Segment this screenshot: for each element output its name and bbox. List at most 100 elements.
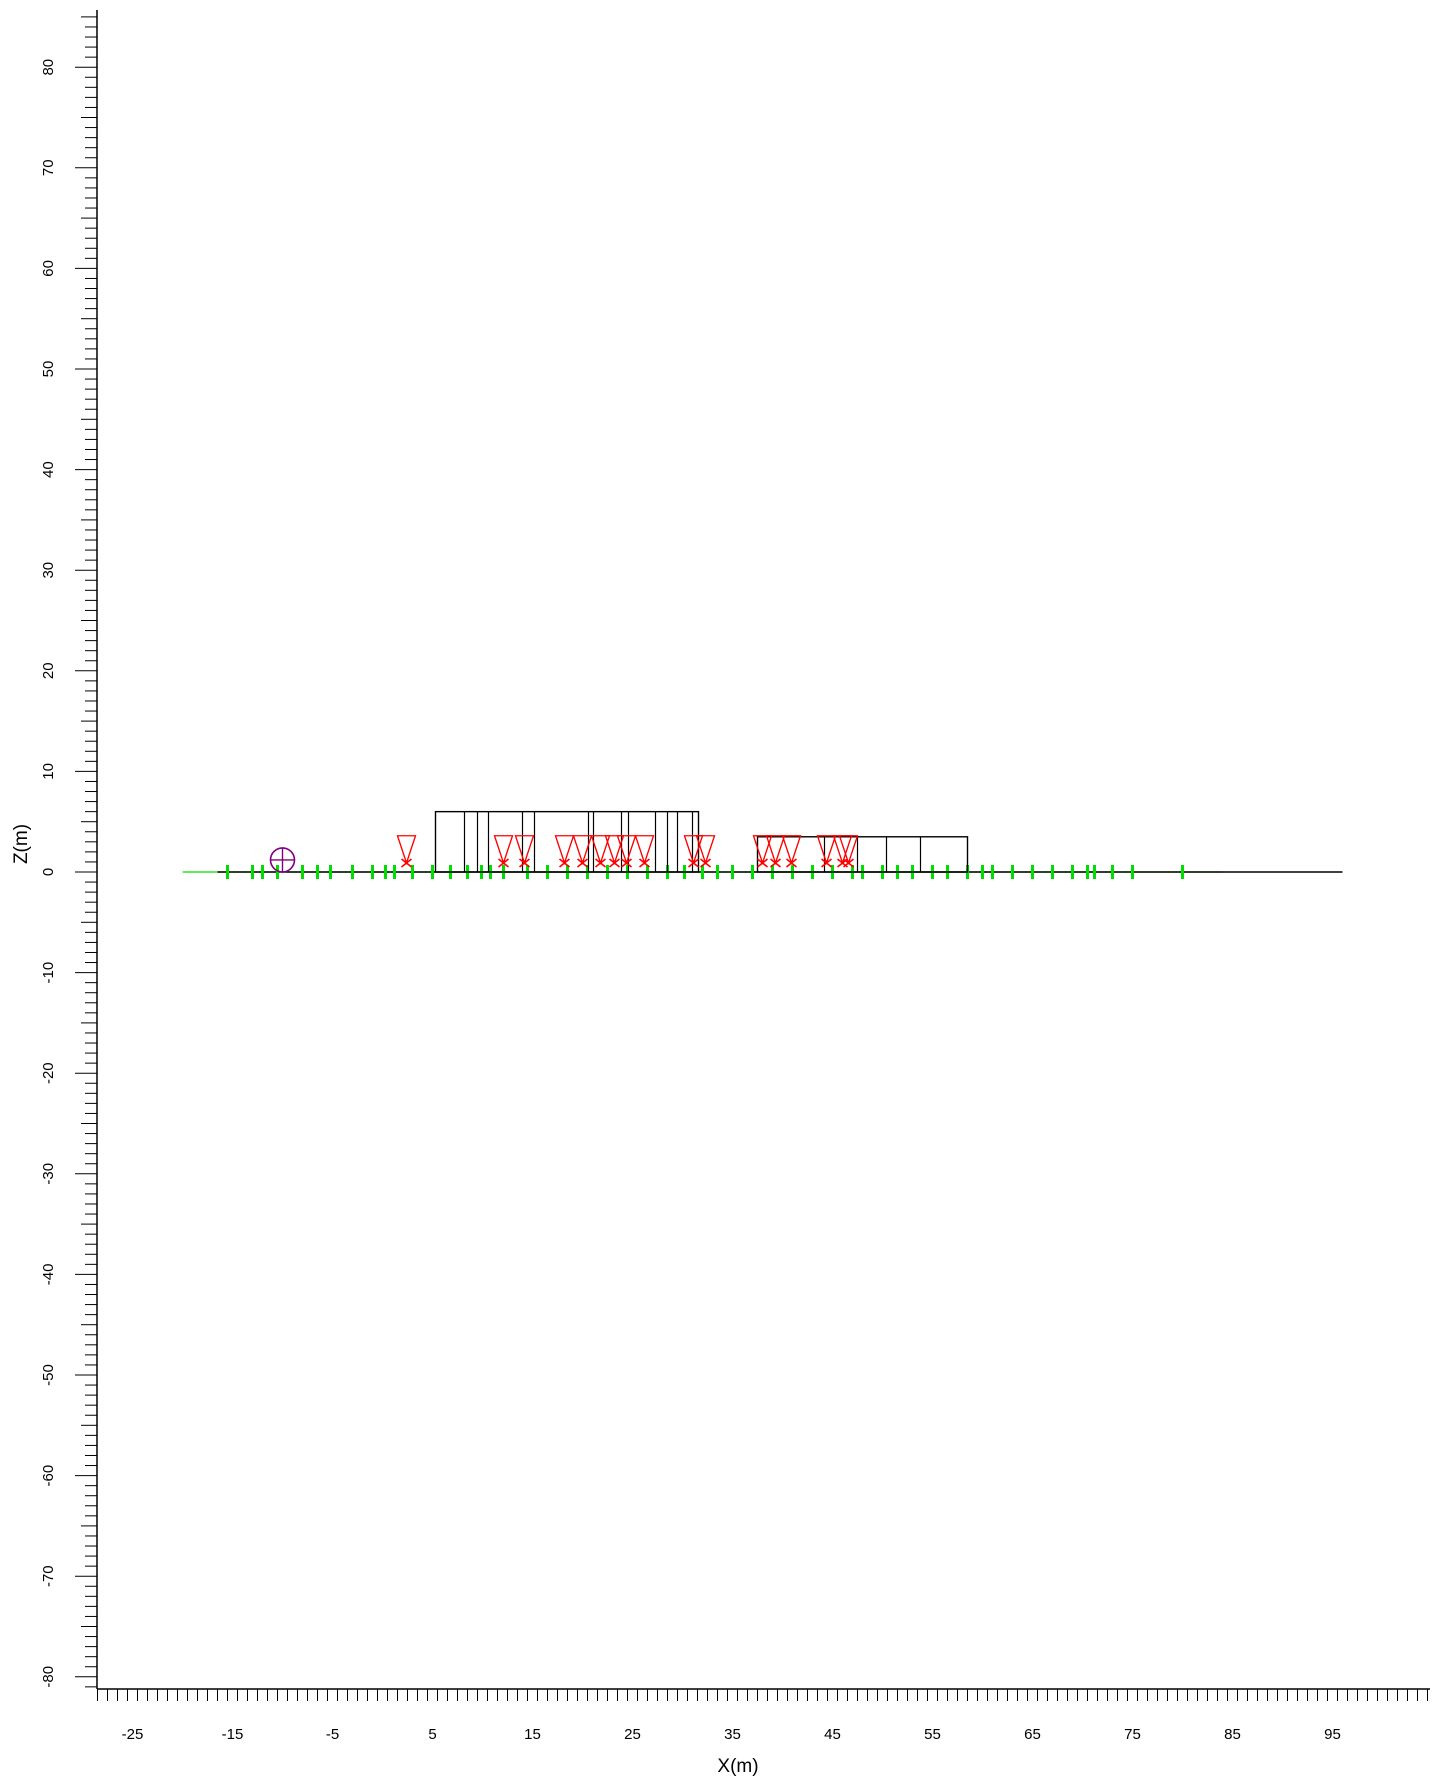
source-marker [396,835,417,868]
sources-layer [396,835,859,868]
source-cross [595,858,606,868]
source-cross [498,858,509,868]
y-tick-label: 80 [40,59,57,76]
source-ray [605,835,615,864]
ground-marker [701,865,704,879]
ground-marker [384,865,387,879]
x-axis: -25 -15 -5 5 15 25 35 45 55 65 75 85 95 [97,1688,1430,1743]
source-cross [786,858,797,868]
ground-marker [1131,865,1134,879]
y-axis: 80 70 60 50 40 30 20 10 0 -10 -20 -30 -40 -50 -60 -70 -8… [40,10,98,1689]
source-marker [554,835,575,868]
y-axis-title: Z(m) [11,824,32,864]
source-ray [406,835,416,864]
source-cross [559,858,570,868]
ground-marker [1031,865,1034,879]
source-funnel [695,835,716,866]
source-funnel [752,835,773,866]
x-tick-label: 45 [824,1726,841,1743]
source-ray [762,835,772,864]
source-marker [493,835,514,868]
source-cross [821,858,832,868]
source-ray [766,835,776,864]
source-marker [816,835,837,868]
y-tick-label: 0 [40,868,57,876]
source-cross [519,858,530,868]
ground-marker [371,865,374,879]
structures-layer [434,810,969,873]
source-cross [639,858,650,868]
source-funnel [634,835,655,866]
source-ray [684,835,694,864]
source-cross [621,858,632,868]
source-cross [577,858,588,868]
ground-marker [981,865,984,879]
ground-marker [716,865,719,879]
ground-marker [1181,865,1184,879]
x-tick-label: 5 [428,1726,436,1743]
source-ray [591,835,601,864]
y-tick-label: 60 [40,260,57,277]
source-ray [791,835,801,864]
y-tick-label: -10 [40,962,57,984]
source-cross [700,858,711,868]
y-tick-label: 30 [40,562,57,579]
source-ray [515,835,525,864]
source-marker [695,835,716,868]
source-ray [494,835,504,864]
ground-marker [316,865,319,879]
source-funnel [832,835,853,866]
y-tick-label: 70 [40,159,57,176]
ground-marker [329,865,332,879]
ground-marker [431,865,434,879]
x-tick-label: 55 [924,1726,941,1743]
source-marker [781,835,802,868]
source-cross [770,858,781,868]
y-tick-label: -70 [40,1565,57,1587]
source-marker [514,835,535,868]
x-tick-label: 85 [1224,1726,1241,1743]
y-tick-label: -50 [40,1364,57,1386]
y-tick-label: -20 [40,1062,57,1084]
source-ray [397,835,407,864]
source-funnel [683,835,704,866]
x-tick-label: 35 [724,1726,741,1743]
source-cross [609,858,620,868]
source-ray [614,835,624,864]
source-marker [765,835,786,868]
x-tick-label: 75 [1124,1726,1141,1743]
x-tick-label: 15 [524,1726,541,1743]
source-ray [573,835,583,864]
source-marker [683,835,704,868]
ground-marker [1051,865,1054,879]
source-ray [555,835,565,864]
source-ray [775,835,785,864]
x-tick-label: -25 [122,1726,144,1743]
source-ray [564,835,574,864]
source-ray [503,835,513,864]
ground-marker [251,865,254,879]
y-tick-label: -40 [40,1264,57,1286]
source-marker [634,835,655,868]
source-ray [705,835,715,864]
ground-marker [226,865,229,879]
x-tick-label: 25 [624,1726,641,1743]
source-ray [696,835,706,864]
source-cross [688,858,699,868]
y-tick-label: -80 [40,1666,57,1688]
ground-marker [411,865,414,879]
y-tick-label: 50 [40,361,57,378]
source-funnel [554,835,575,866]
source-marker [838,835,859,868]
x-tick-label: 95 [1324,1726,1341,1743]
source-ray [833,835,843,864]
source-cross [401,858,412,868]
source-ray [693,835,703,864]
source-ray [782,835,792,864]
ground-marker [731,865,734,879]
source-funnel [616,835,637,866]
ground-marker [1011,865,1014,879]
ground-marker [393,865,396,879]
source-ray [600,835,610,864]
source-marker [616,835,637,868]
